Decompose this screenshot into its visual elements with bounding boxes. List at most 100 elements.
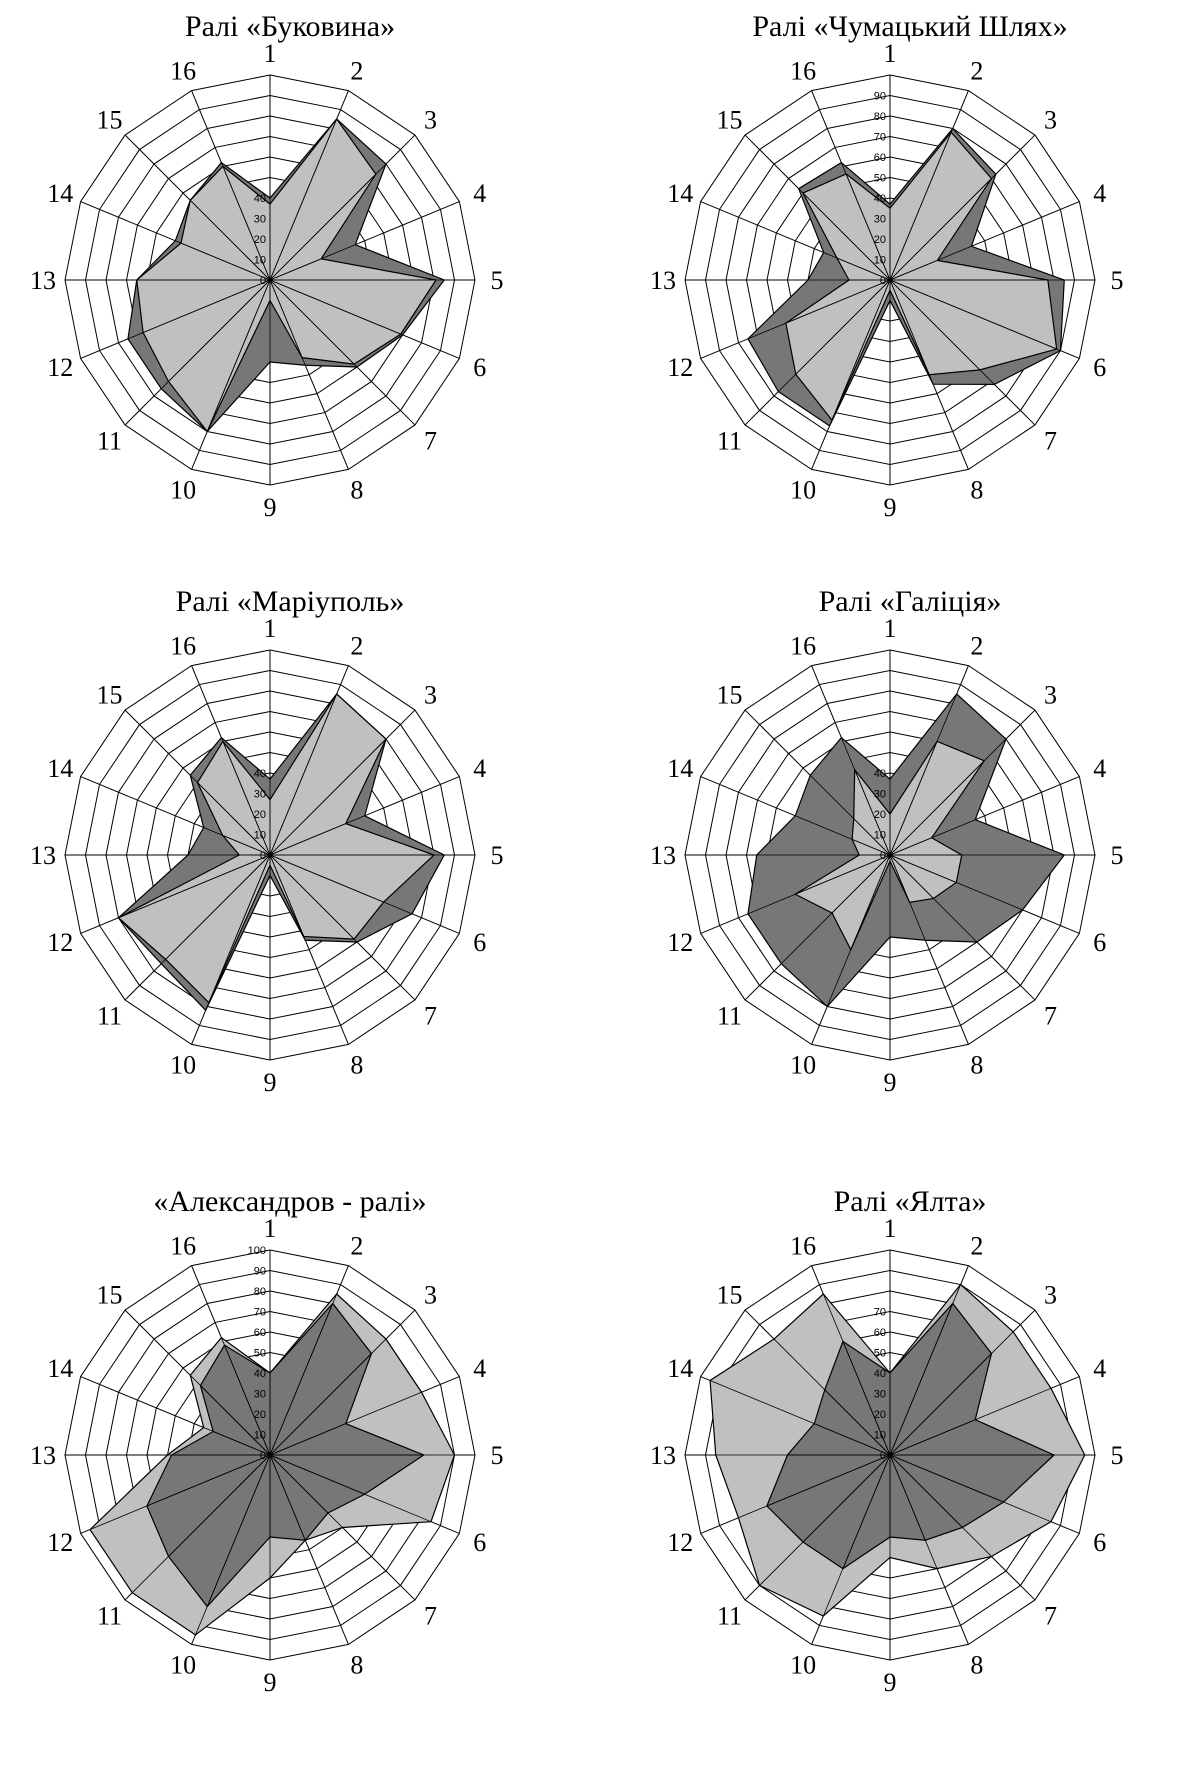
series-spoke [222, 835, 271, 856]
radar-panel-halychyna: Ралі «Галіція» 0 10 20 30 40 1 2 3 4 5 6 7 8 9 10 11 12 1… [650, 585, 1170, 1140]
tick-label: 40 [874, 1368, 886, 1380]
category-label: 8 [350, 476, 363, 505]
category-label: 4 [1093, 179, 1106, 208]
tick-label: 10 [874, 1430, 886, 1442]
series-spoke [785, 279, 891, 324]
series-spoke [269, 258, 322, 281]
category-label: 3 [424, 105, 437, 134]
chart-title: Ралі «Буковина» [184, 10, 396, 43]
category-label: 7 [1044, 1002, 1057, 1031]
series-spoke [851, 838, 891, 856]
category-label: 6 [473, 1528, 486, 1557]
tick-label: 40 [254, 768, 266, 780]
series-spoke [889, 1419, 976, 1456]
series-spoke [795, 279, 891, 375]
series-spoke [889, 1353, 992, 1456]
chart-title: Ралі «Маріуполь» [175, 585, 405, 618]
series-spoke [269, 738, 387, 856]
category-label: 16 [790, 1231, 816, 1260]
series-spoke [269, 854, 355, 940]
tick-label: 70 [874, 132, 886, 144]
tick-label: 0 [880, 850, 886, 862]
category-label: 10 [170, 1051, 196, 1080]
tick-label: 0 [260, 1450, 266, 1462]
chart-title: Ралі «Чумацький Шлях» [752, 10, 1068, 43]
category-label: 15 [96, 680, 122, 709]
tick-label: 0 [260, 850, 266, 862]
series-spoke [222, 166, 271, 281]
category-label: 9 [884, 1668, 897, 1697]
category-label: 7 [1044, 427, 1057, 456]
series-spoke [213, 1431, 271, 1456]
series-spoke [889, 760, 985, 856]
inner-spokes [127, 118, 445, 432]
series-spoke [269, 1423, 346, 1456]
series-spoke [269, 279, 303, 358]
series-spoke [206, 1454, 271, 1607]
series-spoke [168, 1454, 271, 1557]
tick-label: 30 [874, 214, 886, 226]
series-spoke [889, 837, 932, 856]
category-label: 4 [473, 754, 486, 783]
series-spoke [889, 1303, 954, 1456]
tick-label: 40 [254, 193, 266, 205]
chart-title: Ралі «Ялта» [833, 1185, 987, 1218]
category-label: 6 [473, 353, 486, 382]
category-label: 12 [47, 1528, 73, 1557]
radar-panel-chumatskyi-shliakh: Ралі «Чумацький Шлях» 0 10 20 30 40 50 60 70 80 9… [650, 10, 1170, 565]
category-label: 12 [667, 1528, 693, 1557]
tick-label: 20 [254, 1409, 266, 1421]
category-label: 4 [473, 1354, 486, 1383]
series-spoke [224, 1344, 271, 1456]
tick-label: 50 [874, 173, 886, 185]
category-label: 8 [970, 1051, 983, 1080]
series-spoke [222, 741, 271, 856]
series-spoke [269, 854, 384, 903]
category-label: 1 [264, 1214, 277, 1243]
category-label: 4 [1093, 754, 1106, 783]
series-spoke [889, 741, 938, 856]
series-spoke [889, 1454, 963, 1528]
category-label: 2 [970, 631, 983, 660]
category-label: 9 [884, 1068, 897, 1097]
category-label: 12 [47, 353, 73, 382]
category-label: 16 [790, 56, 816, 85]
tick-label: 20 [874, 1409, 886, 1421]
category-label: 1 [884, 39, 897, 68]
category-label: 6 [473, 928, 486, 957]
category-label: 10 [790, 1051, 816, 1080]
category-label: 7 [424, 427, 437, 456]
radar-panel-yalta: Ралі «Ялта» 0 10 20 30 40 50 60 70 1 2 3 4 5 6 7 8 9 10 11… [650, 1185, 1170, 1775]
series-spoke [269, 1454, 306, 1541]
inner-spokes [118, 693, 445, 1011]
tick-label: 60 [874, 152, 886, 164]
series-spoke [200, 1385, 271, 1456]
tick-label: 30 [254, 214, 266, 226]
tick-label: 20 [254, 234, 266, 246]
category-label: 12 [47, 928, 73, 957]
category-label: 16 [790, 631, 816, 660]
series-spoke [831, 854, 891, 914]
category-label: 11 [717, 427, 742, 456]
radar-panel-aleksandrov: «Александров - ралі» 0 10 20 30 40 50 60 70 80 90… [30, 1185, 550, 1775]
tick-label: 20 [874, 809, 886, 821]
category-label: 14 [47, 754, 73, 783]
inner-spokes [747, 693, 1065, 1007]
category-label: 10 [170, 476, 196, 505]
tick-label: 30 [254, 1389, 266, 1401]
category-label: 10 [170, 1651, 196, 1680]
category-label: 12 [667, 353, 693, 382]
category-label: 9 [264, 493, 277, 522]
series-spoke [802, 192, 891, 281]
chart-title: «Александров - ралі» [153, 1185, 427, 1218]
series-spoke [889, 1454, 1004, 1503]
series-spoke [853, 818, 891, 856]
category-label: 11 [97, 1602, 122, 1631]
category-label: 1 [264, 39, 277, 68]
series-spoke [889, 854, 934, 899]
category-label: 13 [30, 266, 56, 295]
tick-label: 80 [874, 111, 886, 123]
category-label: 3 [1044, 105, 1057, 134]
